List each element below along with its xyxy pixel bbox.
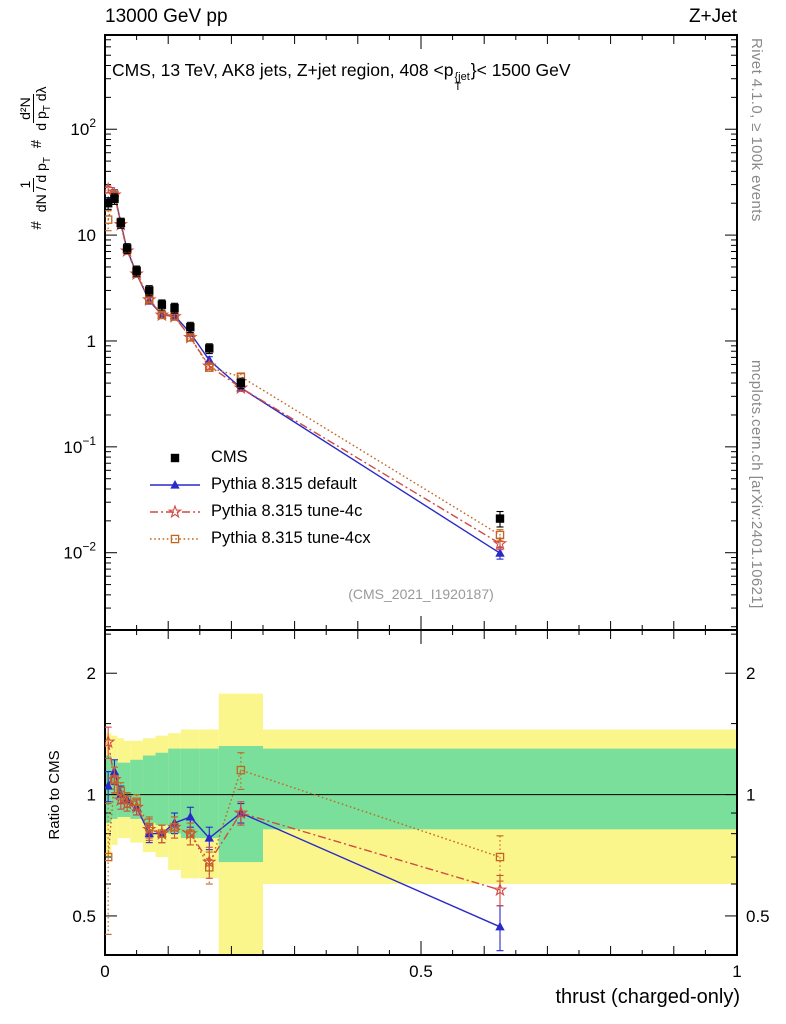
ylabel-hash-1: # [27, 221, 45, 230]
mcplots-citation-note: mcplots.cern.ch [arXiv:2401.10621] [748, 360, 765, 609]
svg-text:1: 1 [87, 332, 96, 351]
legend-label-tune-4c: Pythia 8.315 tune-4c [211, 502, 363, 520]
pt-superscript: {jet [454, 71, 470, 83]
pt-subscript: T [454, 81, 462, 93]
rivet-version-note: Rivet 4.1.0, ≥ 100k events [748, 38, 765, 222]
ylabel-fraction-1: 1 dN / d pT [17, 155, 55, 214]
legend-label-pythia-default: Pythia 8.315 default [211, 475, 357, 493]
process-label: Z+Jet [688, 6, 737, 27]
svg-text:2: 2 [87, 664, 96, 683]
ylabel-hash-2: # [27, 139, 45, 149]
svg-text:1: 1 [732, 962, 741, 981]
svg-text:0: 0 [100, 962, 109, 981]
frac2-num: d²N [17, 94, 34, 123]
frac2-den: d pT dλ [32, 86, 53, 131]
svg-text:2: 2 [746, 664, 755, 683]
beam-energy-label: 13000 GeV pp [105, 6, 228, 27]
frac1-num: 1 [17, 177, 34, 192]
legend-item-tune-4c: Pythia 8.315 tune-4c [148, 498, 371, 525]
main-y-axis-label: # 1 dN / d pT # d²N d pT dλ [6, 32, 66, 282]
ylabel-fraction-2: d²N d pT dλ [17, 84, 55, 132]
plot-title-tail: }< 1500 GeV [470, 60, 571, 80]
legend-label-cms: CMS [211, 448, 248, 466]
legend-item-tune-4cx: Pythia 8.315 tune-4cx [148, 525, 371, 552]
legend-item-pythia-default: Pythia 8.315 default [148, 471, 371, 498]
svg-text:1: 1 [746, 786, 755, 805]
pt-subsup: {jet T [454, 71, 470, 93]
svg-text:0.5: 0.5 [746, 907, 770, 926]
svg-text:10−1: 10−1 [63, 434, 96, 457]
legend: CMS Pythia 8.315 default Pythia 8.315 tu… [148, 444, 371, 552]
tune-4cx-marker-icon [150, 534, 200, 543]
svg-text:0.5: 0.5 [409, 962, 433, 981]
plot-title-text: CMS, 13 TeV, AK8 jets, Z+jet region, 408… [112, 60, 454, 80]
pythia-default-marker-icon [150, 479, 200, 489]
frac1-den: dN / d pT [32, 157, 53, 213]
svg-text:102: 102 [70, 116, 96, 139]
svg-text:0.5: 0.5 [72, 907, 96, 926]
x-axis-title: thrust (charged-only) [555, 986, 740, 1008]
plot-title: CMS, 13 TeV, AK8 jets, Z+jet region, 408… [112, 60, 571, 93]
ratio-y-axis-label: Ratio to CMS [46, 750, 63, 840]
tune-4c-marker-icon [150, 503, 200, 518]
svg-text:10: 10 [77, 226, 96, 245]
legend-item-cms: CMS [148, 444, 371, 471]
svg-text:10−2: 10−2 [63, 540, 96, 563]
svg-text:1: 1 [87, 786, 96, 805]
cms-marker-icon [170, 453, 180, 462]
legend-label-tune-4cx: Pythia 8.315 tune-4cx [211, 529, 371, 547]
analysis-id-watermark: (CMS_2021_I1920187) [348, 586, 494, 602]
